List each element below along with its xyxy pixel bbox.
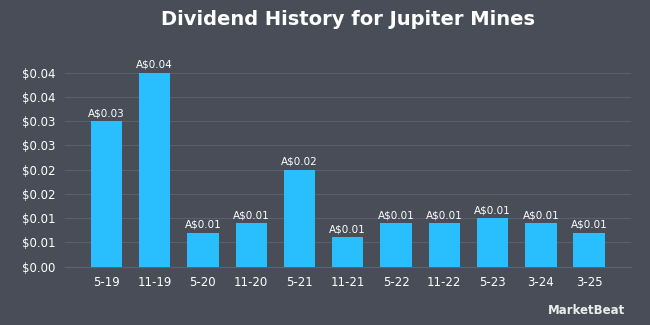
- Text: A$0.01: A$0.01: [185, 220, 221, 230]
- Bar: [380, 223, 411, 266]
- Text: A$0.01: A$0.01: [233, 210, 270, 220]
- Bar: [477, 218, 508, 266]
- Title: Dividend History for Jupiter Mines: Dividend History for Jupiter Mines: [161, 10, 535, 29]
- Bar: [91, 121, 122, 266]
- Bar: [428, 223, 460, 266]
- Text: A$0.01: A$0.01: [523, 210, 559, 220]
- Text: A$0.01: A$0.01: [474, 205, 511, 215]
- Text: A$0.01: A$0.01: [426, 210, 463, 220]
- Text: A$0.01: A$0.01: [330, 225, 366, 235]
- Text: MarketBeat: MarketBeat: [547, 304, 625, 317]
- Bar: [139, 73, 170, 266]
- Bar: [284, 170, 315, 266]
- Bar: [525, 223, 556, 266]
- Bar: [573, 233, 604, 266]
- Bar: [332, 238, 363, 266]
- Bar: [235, 223, 267, 266]
- Text: A$0.02: A$0.02: [281, 157, 318, 167]
- Text: A$0.03: A$0.03: [88, 108, 125, 118]
- Bar: [187, 233, 218, 266]
- Text: A$0.01: A$0.01: [378, 210, 415, 220]
- Text: A$0.04: A$0.04: [136, 60, 173, 70]
- Text: A$0.01: A$0.01: [571, 220, 608, 230]
